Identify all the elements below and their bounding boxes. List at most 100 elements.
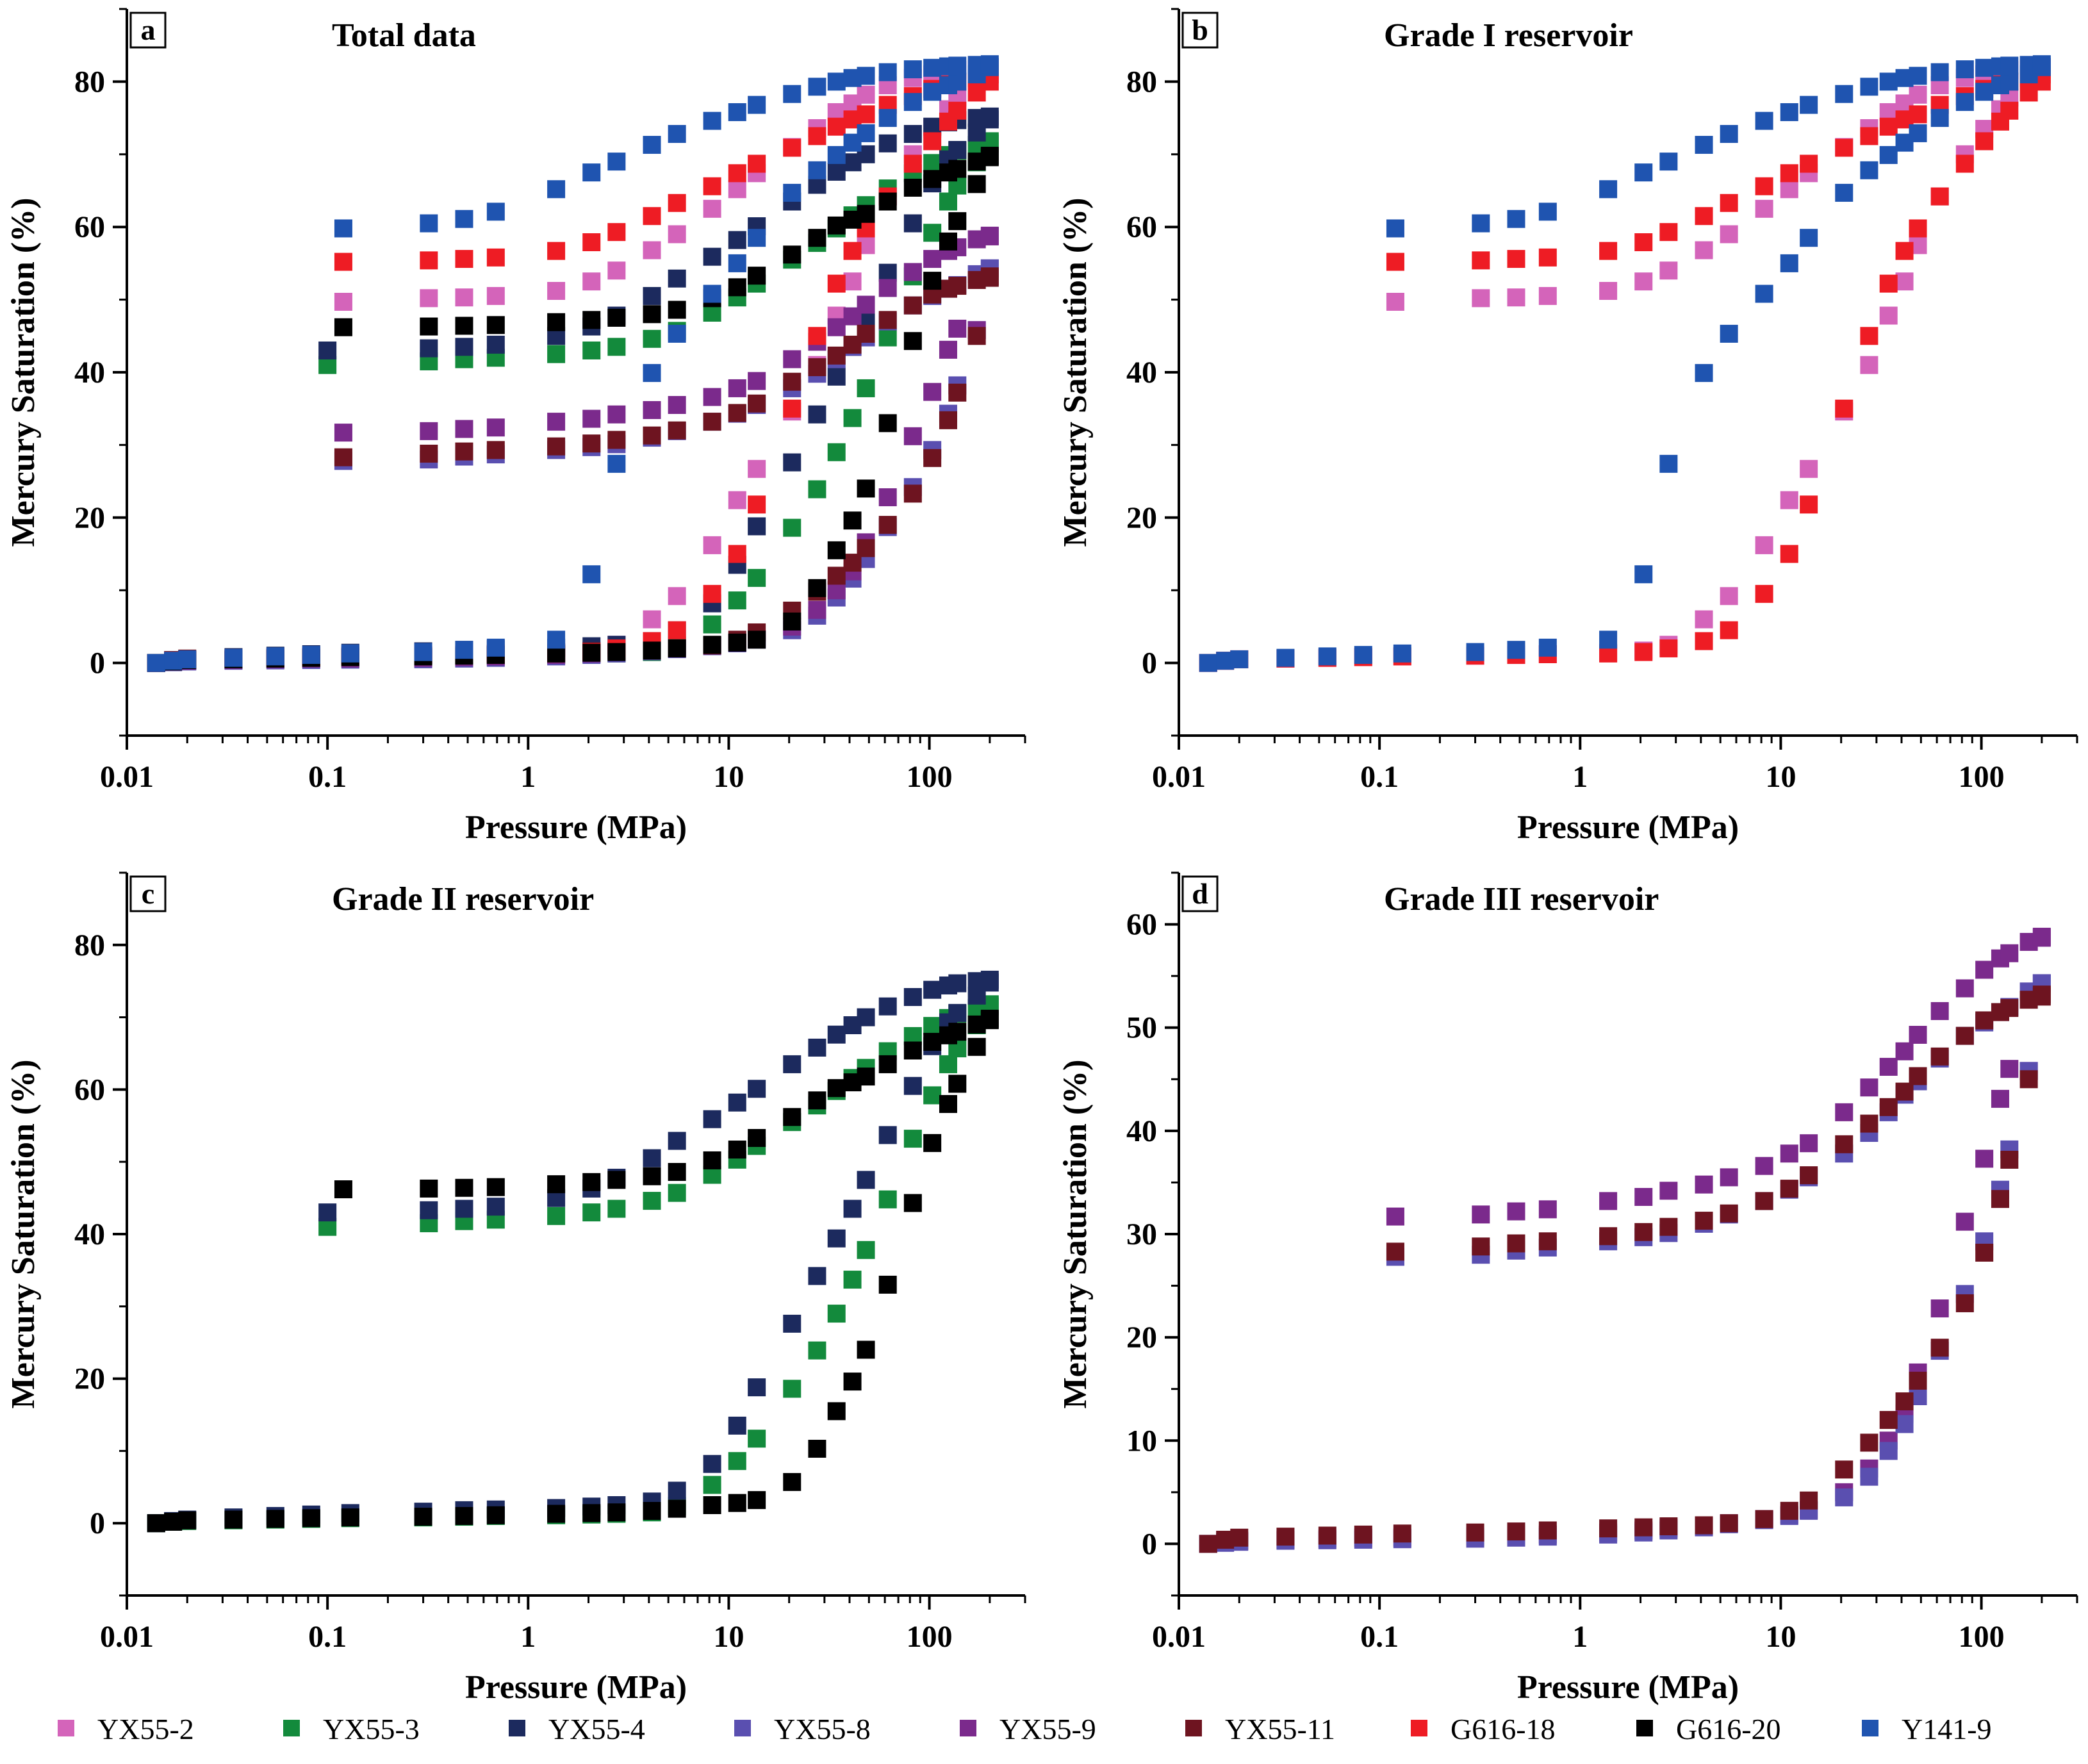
y-axis-label: Mercury Saturation (%) xyxy=(1057,1060,1094,1409)
data-point xyxy=(728,491,746,509)
panel-d: 0.01 0.1 1 10 100 0 10 20 30 40 50 60 Pressure (MPa)… xyxy=(1057,871,2078,1706)
data-point xyxy=(1695,1516,1713,1535)
legend-label: YX55-2 xyxy=(97,1713,194,1745)
data-point xyxy=(1895,272,1914,291)
data-point xyxy=(1199,654,1217,672)
data-point xyxy=(939,232,957,251)
data-point xyxy=(668,1162,686,1181)
data-point xyxy=(939,1094,957,1113)
data-point xyxy=(1780,164,1798,183)
data-point xyxy=(420,422,438,440)
data-point xyxy=(808,327,826,345)
x-tick-label: 0.01 xyxy=(100,760,154,794)
data-point xyxy=(318,1203,337,1222)
data-point xyxy=(748,459,766,478)
data-point xyxy=(783,1108,801,1126)
data-point xyxy=(857,105,875,124)
data-point xyxy=(923,1086,942,1105)
data-point xyxy=(1879,1411,1898,1430)
data-point xyxy=(1879,1057,1898,1076)
data-point xyxy=(668,125,686,144)
data-point xyxy=(1860,161,1878,179)
data-point xyxy=(582,1504,601,1522)
series-YX55-11 xyxy=(147,267,999,672)
data-point xyxy=(668,269,686,288)
series-G616-18 xyxy=(1199,65,2051,672)
data-point xyxy=(1659,261,1678,280)
data-point xyxy=(1895,1082,1914,1101)
data-point xyxy=(1634,1223,1653,1241)
data-point xyxy=(420,339,438,358)
data-point xyxy=(728,379,746,397)
data-point xyxy=(948,56,967,75)
data-point xyxy=(728,231,746,249)
panel-letter: d xyxy=(1192,877,1208,910)
legend-label: YX55-9 xyxy=(999,1713,1096,1745)
panel-title: Grade III reservoir xyxy=(1384,881,1659,918)
data-point xyxy=(1507,641,1525,659)
data-point xyxy=(1538,1232,1557,1251)
data-point xyxy=(1659,454,1678,473)
data-point xyxy=(783,372,801,391)
data-point xyxy=(1860,78,1878,96)
data-point xyxy=(903,93,922,111)
data-point xyxy=(827,367,846,386)
data-point xyxy=(1860,327,1878,345)
data-point xyxy=(1720,1514,1738,1533)
data-point xyxy=(1780,545,1798,563)
data-point xyxy=(582,1173,601,1191)
data-point xyxy=(1800,1134,1818,1153)
data-point xyxy=(643,241,661,260)
data-point xyxy=(903,214,922,233)
data-point xyxy=(455,1178,473,1197)
data-point xyxy=(980,55,999,74)
data-point xyxy=(827,1402,846,1421)
data-point xyxy=(224,648,243,667)
legend-marker xyxy=(509,1720,525,1736)
data-point xyxy=(582,272,601,291)
data-point xyxy=(1659,639,1678,657)
data-point xyxy=(1895,1042,1914,1060)
data-point xyxy=(1800,154,1818,173)
panel-title: Grade II reservoir xyxy=(332,881,594,918)
data-point xyxy=(857,204,875,223)
data-point xyxy=(827,443,846,461)
data-point xyxy=(1879,72,1898,91)
y-tick-label: 0 xyxy=(90,647,105,680)
data-point xyxy=(903,178,922,197)
y-tick-label: 40 xyxy=(74,356,105,390)
x-tick-label: 10 xyxy=(1765,760,1796,794)
legend-label: YX55-4 xyxy=(548,1713,645,1745)
data-point xyxy=(878,263,897,282)
legend-marker xyxy=(1411,1720,1427,1736)
data-point xyxy=(1472,1237,1490,1256)
data-point xyxy=(607,261,626,280)
data-point xyxy=(2032,985,2051,1004)
data-point xyxy=(1354,646,1372,664)
data-point xyxy=(1930,187,1949,206)
data-point xyxy=(1538,1200,1557,1219)
legend-label: YX55-3 xyxy=(323,1713,420,1745)
data-point xyxy=(808,1038,826,1057)
data-point xyxy=(1800,95,1818,114)
data-point xyxy=(857,1241,875,1259)
data-point xyxy=(1199,1535,1217,1553)
data-point xyxy=(980,107,999,126)
data-point xyxy=(1230,650,1249,668)
data-point xyxy=(1386,252,1404,271)
data-point xyxy=(1955,93,1974,111)
data-point xyxy=(948,212,967,231)
data-point xyxy=(878,192,897,211)
data-point xyxy=(547,345,566,363)
data-point xyxy=(878,1126,897,1144)
data-point xyxy=(728,180,746,199)
data-point xyxy=(1879,1442,1898,1460)
data-point xyxy=(607,338,626,356)
data-point xyxy=(1472,289,1490,308)
data-point xyxy=(878,516,897,534)
x-tick-label: 1 xyxy=(1572,1620,1588,1654)
data-point xyxy=(857,85,875,104)
data-point xyxy=(607,1171,626,1189)
data-point xyxy=(1800,495,1818,514)
